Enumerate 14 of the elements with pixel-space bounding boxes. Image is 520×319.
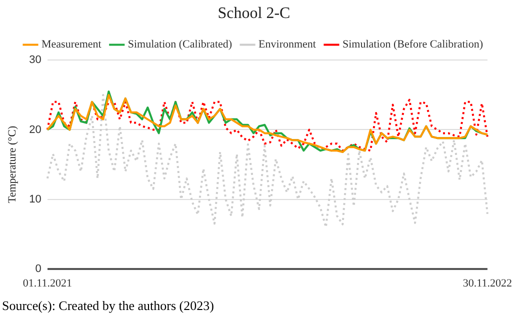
legend-label: Simulation (Before Calibration)	[342, 38, 484, 51]
x-tick-label: 30.11.2022	[462, 277, 512, 290]
y-axis-title: Temperature (°C)	[6, 126, 18, 204]
x-tick-label: 01.11.2021	[22, 277, 72, 290]
legend-label: Environment	[258, 38, 316, 51]
source-note: Source(s): Created by the authors (2023)	[2, 298, 215, 314]
legend-label: Simulation (Calibrated)	[128, 38, 232, 51]
y-tick-label: 30	[29, 54, 42, 66]
line-series	[46, 94, 488, 228]
chart-title: School 2-C	[218, 4, 290, 22]
legend-label: Measurement	[42, 38, 102, 51]
y-tick-label: 20	[29, 124, 42, 136]
y-tick-label: 0	[35, 262, 42, 275]
y-tick-label: 10	[29, 193, 42, 206]
